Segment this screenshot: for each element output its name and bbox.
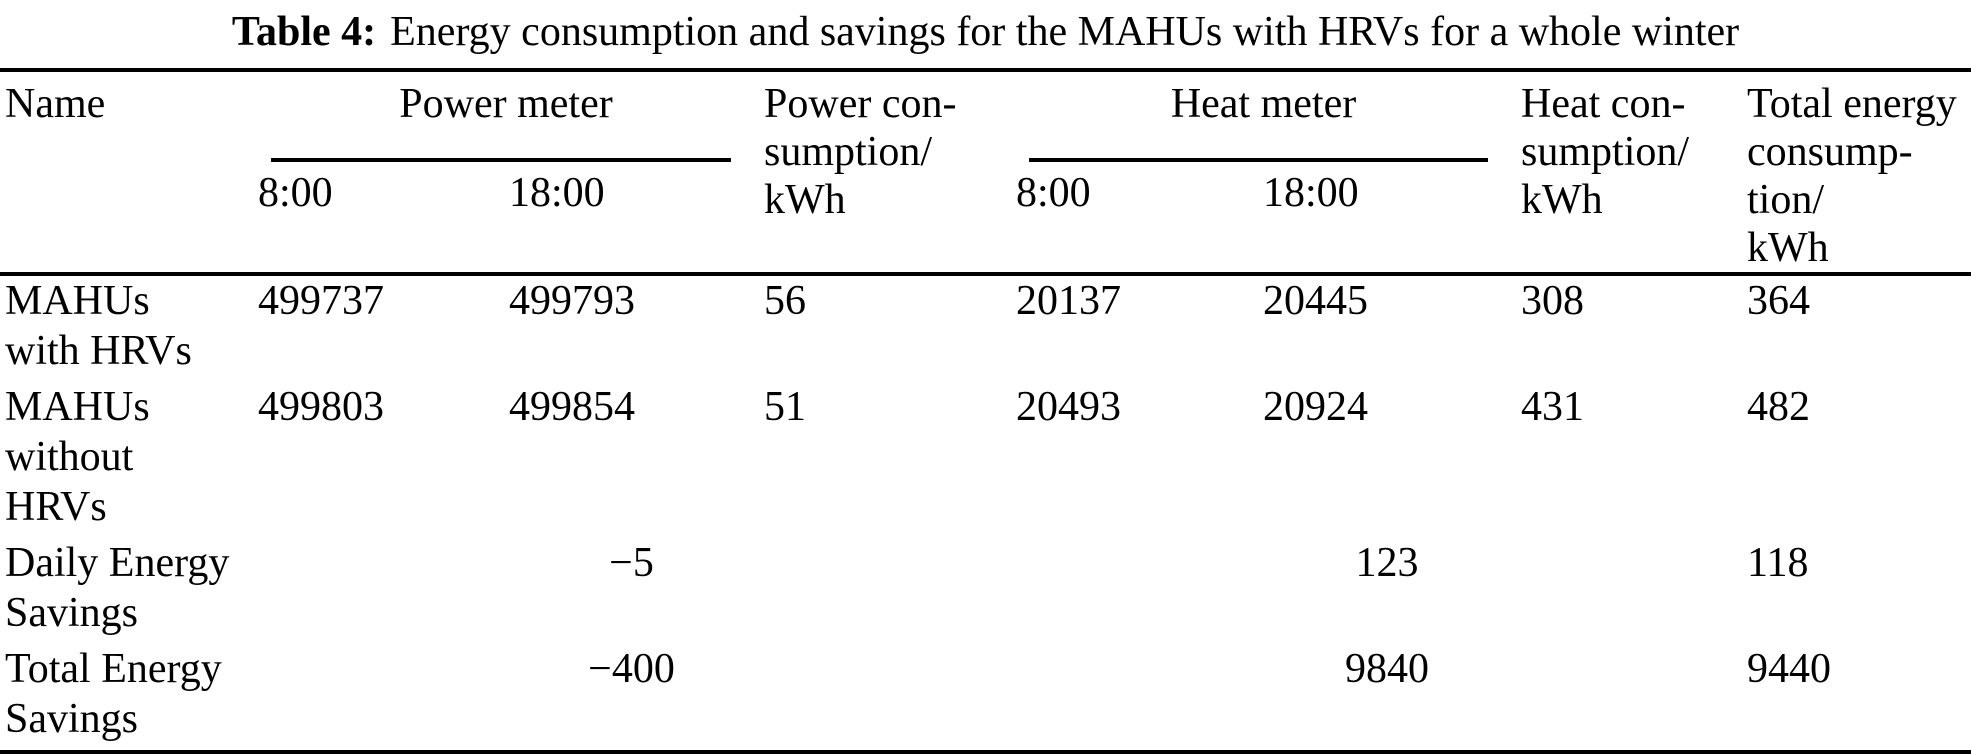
table-header: Name Power meter Power con- sumption/ kW… [0, 70, 1971, 274]
table-body: MAHUs with HRVs 499737 499793 56 20137 2… [0, 274, 1971, 753]
cell-total-energy: 9440 [1747, 646, 1832, 692]
row-name: MAHUs with HRVs [5, 278, 192, 374]
header-row-spanner-rules [0, 154, 1971, 169]
cell-heat-consumption: 431 [1521, 384, 1585, 430]
col-header-power-meter: Power meter [399, 81, 613, 127]
row-name: Total Energy Savings [5, 646, 222, 742]
cell-heat-consumption: 308 [1521, 278, 1585, 324]
table-row-mahus-without-hrvs: MAHUs without HRVs 499803 499854 51 2049… [0, 382, 1971, 538]
table-caption-label: Table 4: [231, 9, 377, 55]
col-header-power-1800: 18:00 [509, 169, 605, 216]
cell-heat-1800: 20924 [1263, 384, 1368, 430]
cell-heat-800 [1011, 644, 1258, 753]
row-name: MAHUs without HRVs [5, 384, 150, 530]
cell-power-consumption [759, 538, 1011, 644]
cell-heat-800 [1011, 538, 1258, 644]
cell-power-1800: −400 [588, 646, 675, 692]
cell-power-800: 499803 [258, 384, 384, 430]
cell-power-1800: 499793 [509, 278, 635, 324]
table-caption-text: Energy consumption and savings for the M… [390, 9, 1740, 55]
cell-power-consumption: 56 [764, 278, 806, 324]
heat-meter-spanner-rule [1029, 158, 1489, 163]
table-caption: Table 4: Energy consumption and savings f… [0, 0, 1971, 68]
table-row-mahus-with-hrvs: MAHUs with HRVs 499737 499793 56 20137 2… [0, 274, 1971, 382]
header-row-times: 8:00 18:00 8:00 18:00 [0, 169, 1971, 274]
col-header-heat-meter: Heat meter [1170, 81, 1357, 127]
col-header-power-800: 8:00 [258, 169, 333, 216]
heat-meter-rule-cell [1011, 154, 1516, 169]
power-meter-rule-cell [253, 154, 759, 169]
cell-total-energy: 364 [1747, 278, 1811, 324]
cell-power-consumption: 51 [764, 384, 806, 430]
cell-heat-consumption [1516, 538, 1742, 644]
cell-heat-800: 20493 [1016, 384, 1121, 430]
col-header-name: Name [5, 81, 106, 127]
cell-heat-1800: 9840 [1345, 646, 1429, 692]
cell-power-1800: 499854 [509, 384, 635, 430]
col-header-heat-1800: 18:00 [1263, 169, 1359, 216]
cell-power-800 [253, 644, 504, 753]
col-header-total-energy: Total energy consump- tion/ kWh [1747, 81, 1957, 271]
cell-power-consumption [759, 644, 1011, 753]
table-row-daily-energy-savings: Daily Energy Savings −5 123 118 [0, 538, 1971, 644]
power-meter-spanner-rule [271, 158, 731, 163]
cell-heat-1800: 20445 [1263, 278, 1368, 324]
cell-power-800: 499737 [258, 278, 384, 324]
col-header-heat-consumption: Heat con- sumption/ kWh [1521, 81, 1690, 223]
col-header-power-consumption: Power con- sumption/ kWh [764, 81, 957, 223]
cell-heat-800: 20137 [1016, 278, 1121, 324]
cell-power-800 [253, 538, 504, 644]
col-header-heat-800: 8:00 [1016, 169, 1091, 216]
cell-total-energy: 482 [1747, 384, 1811, 430]
energy-consumption-table: Name Power meter Power con- sumption/ kW… [0, 68, 1971, 754]
row-name: Daily Energy Savings [5, 540, 230, 636]
cell-total-energy: 118 [1747, 540, 1809, 586]
cell-power-1800: −5 [609, 540, 654, 586]
table-row-total-energy-savings: Total Energy Savings −400 9840 9440 [0, 644, 1971, 753]
header-row-groups: Name Power meter Power con- sumption/ kW… [0, 70, 1971, 271]
cell-heat-consumption [1516, 644, 1742, 753]
cell-heat-1800: 123 [1355, 540, 1419, 586]
